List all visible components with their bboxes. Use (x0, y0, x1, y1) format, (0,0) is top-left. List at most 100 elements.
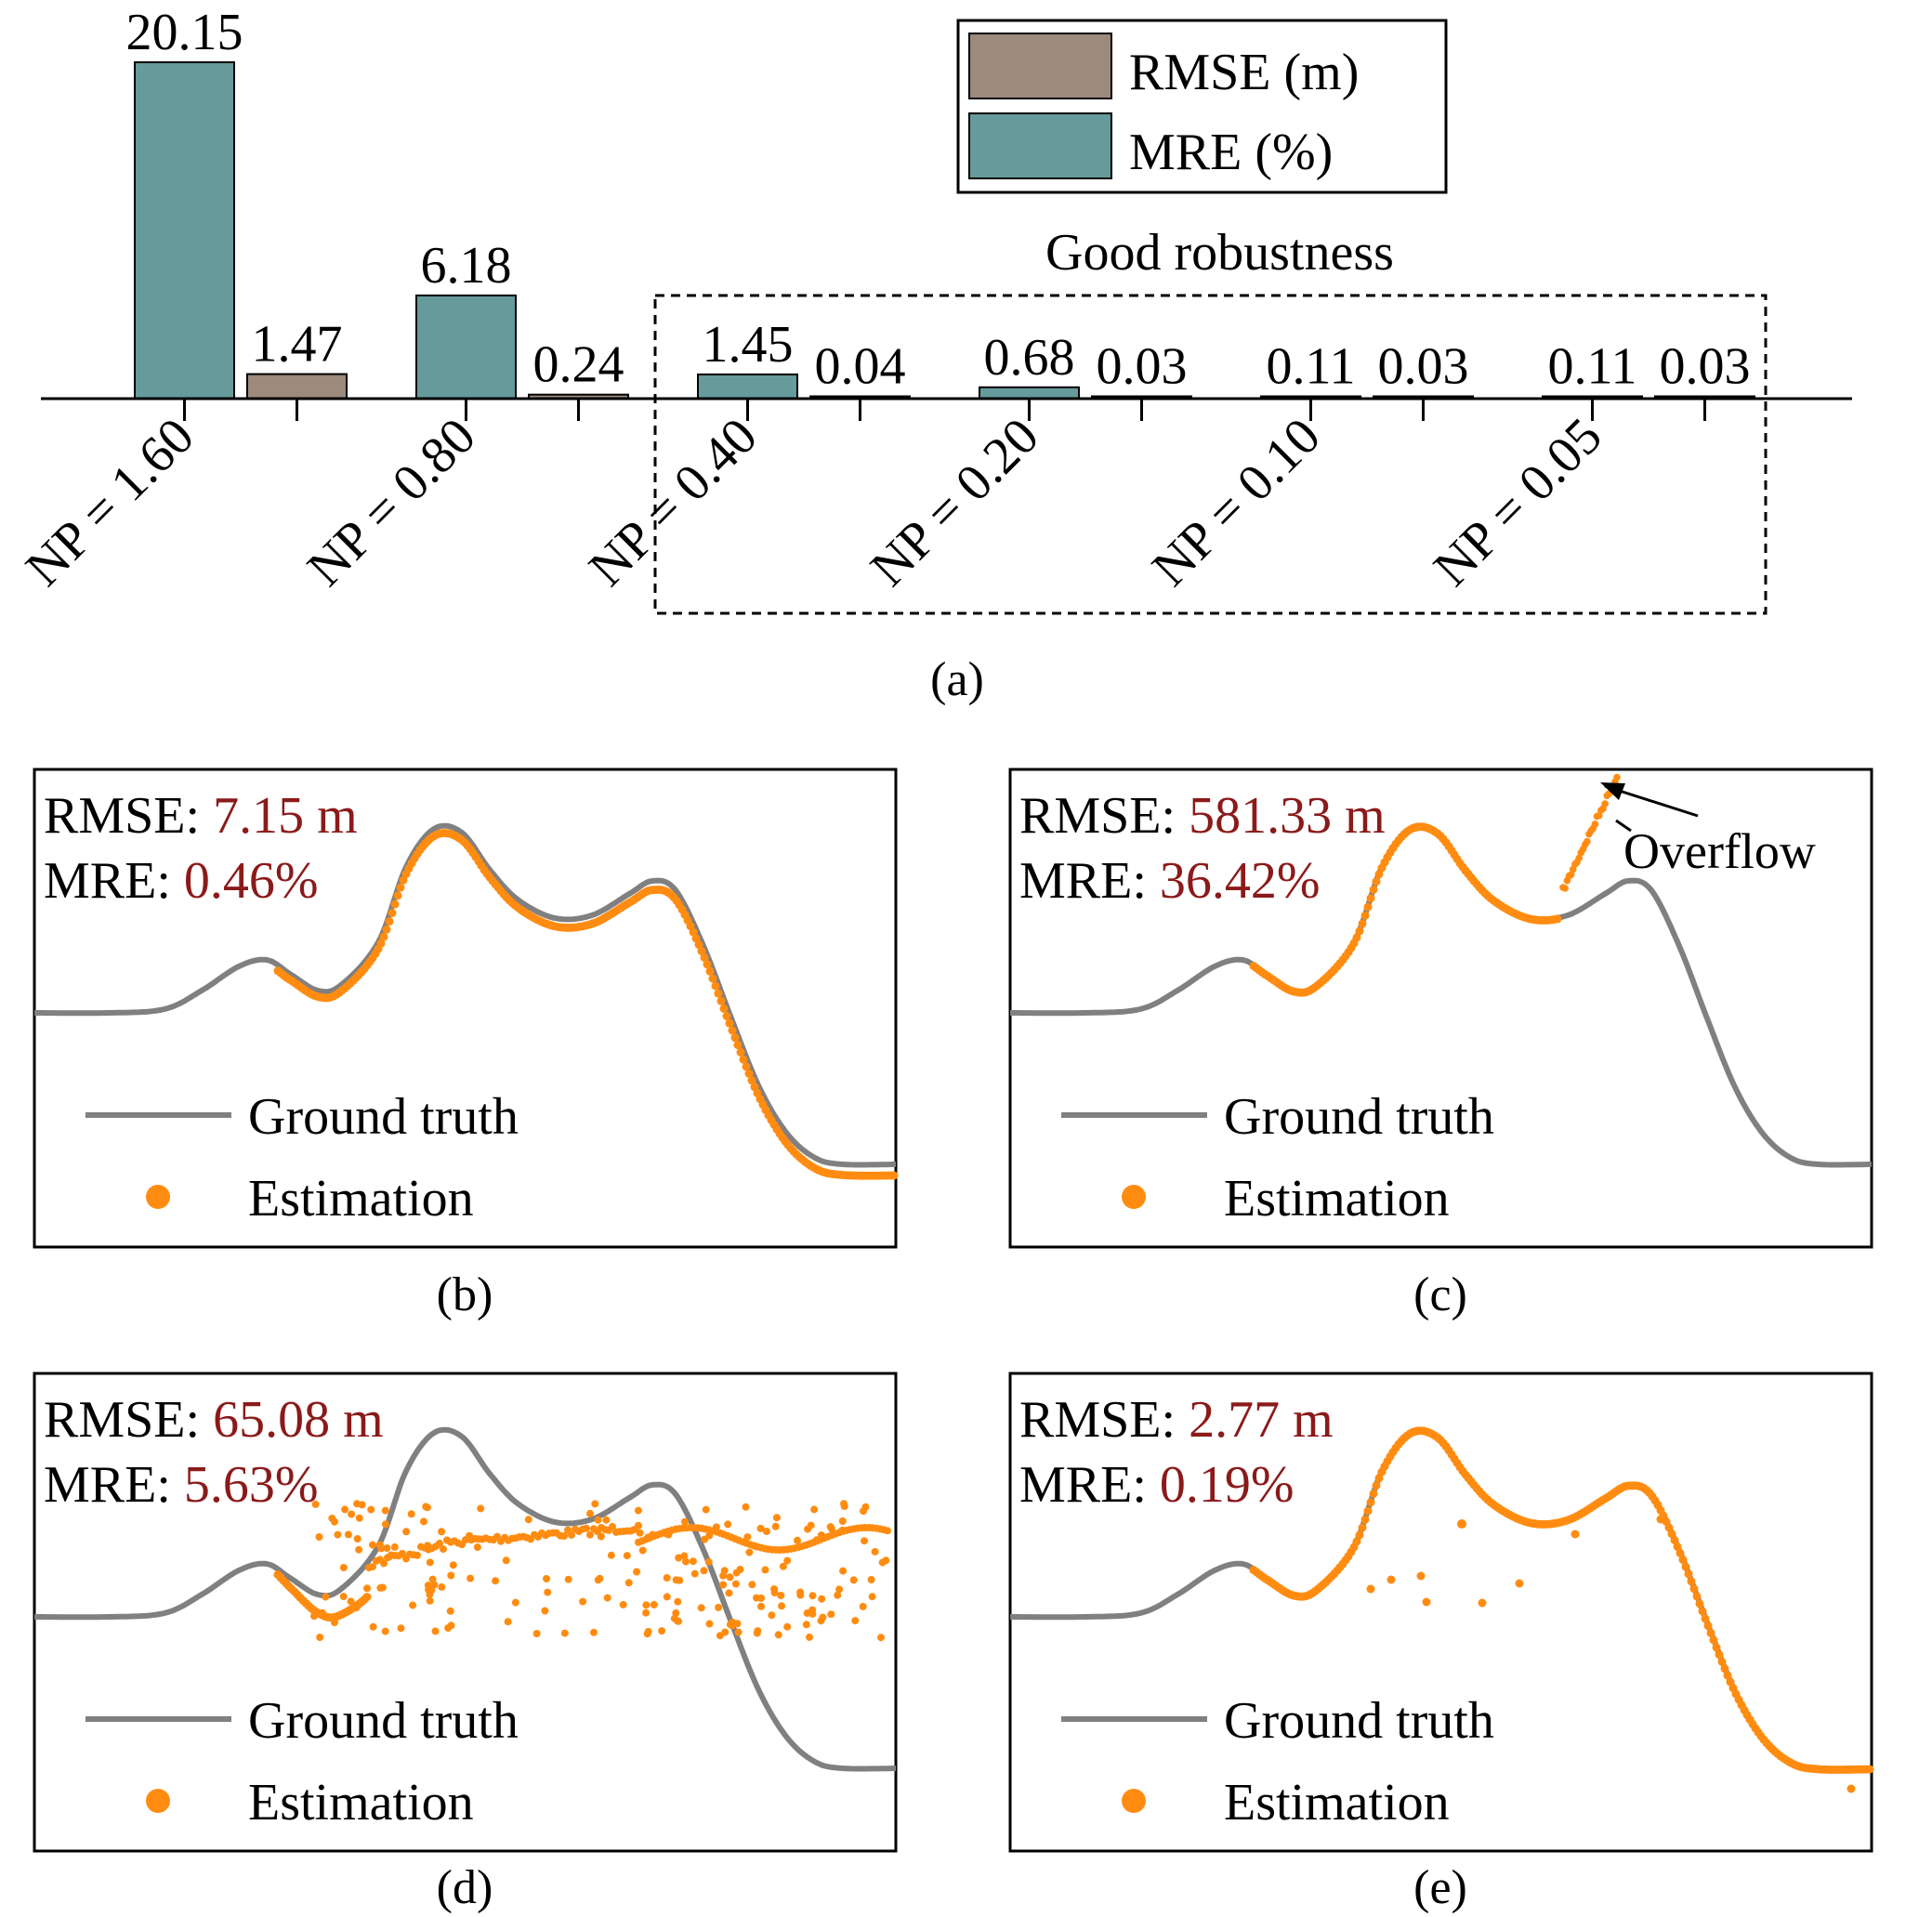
estimation-point (774, 1631, 782, 1639)
estimation-point (1701, 1614, 1710, 1623)
estimation-point (748, 1581, 756, 1589)
estimation-point (802, 1621, 810, 1629)
estimation-point (757, 1602, 765, 1610)
estimation-point (1422, 1597, 1431, 1607)
estimation-point (818, 1595, 826, 1603)
estimation-point (750, 1083, 759, 1092)
rmse-value-label: 0.04 (815, 338, 906, 396)
estimation-point (399, 875, 408, 885)
estimation-point (771, 1522, 780, 1530)
estimation-point (783, 1622, 792, 1631)
estimation-point (1865, 1765, 1874, 1774)
bar-chart-panel: 20.15 1.47 6.18 0.24 1.45 0.04 0.68 0.03 0.11 0.0… (15, 4, 1852, 706)
estimation-point (642, 1601, 651, 1609)
mre-bar (415, 294, 517, 400)
estimation-point (447, 1571, 455, 1580)
estimation-point (331, 1619, 338, 1627)
estimation-points (273, 1500, 891, 1642)
x-tick-labels: NP = 1.60 NP = 0.80 NP = 0.40 NP = 0.20 NP =… (15, 407, 1612, 597)
good-robustness-box (653, 294, 1768, 615)
estimation-point (447, 1622, 455, 1630)
line-panel-b: RMSE: 7.15 m MRE: 0.46% Ground truth Est… (33, 768, 899, 1321)
estimation-point (728, 1026, 737, 1035)
x-tick-label: NP = 0.05 (1423, 407, 1612, 597)
estimation-point (344, 1530, 352, 1539)
estimation-point (1667, 1530, 1676, 1539)
estimation-point (591, 1500, 599, 1508)
rmse-text: RMSE: 65.08 m (44, 1391, 384, 1449)
estimation-point (369, 1541, 376, 1549)
estimation-point (757, 1594, 765, 1602)
estimation-point (642, 1608, 651, 1617)
estimation-point (544, 1588, 552, 1596)
estimation-point (424, 1582, 432, 1590)
estimation-point (367, 1505, 375, 1514)
estimation-point (1369, 1489, 1378, 1498)
estimation-point (1692, 1592, 1702, 1601)
estimation-point (1715, 1650, 1724, 1660)
estimation-point (794, 1536, 801, 1544)
estimation-point (675, 1617, 683, 1625)
estimation-point (388, 909, 397, 917)
panel-label-b: (b) (437, 1268, 493, 1321)
estimation-point (1847, 1784, 1856, 1793)
legend-estimation: Estimation (1224, 1774, 1450, 1832)
estimation-point (703, 960, 712, 969)
estimation-point (402, 1528, 411, 1536)
panel-frame (33, 1372, 898, 1853)
estimation-point (1366, 1498, 1375, 1507)
mre-value-label: 6.18 (421, 237, 512, 295)
estimation-point (733, 1620, 742, 1628)
line-panel-c: RMSE: 581.33 m MRE: 36.42% Overflow Grou… (1008, 768, 1873, 1321)
rmse-text: RMSE: 581.33 m (1019, 787, 1386, 845)
mre-value-label: 0.11 (1548, 338, 1637, 396)
estimation-point (701, 1535, 709, 1543)
estimation-point (1561, 885, 1569, 892)
estimation-point (744, 1069, 754, 1078)
estimation-point (719, 1004, 729, 1013)
overflow-label: Overflow (1623, 823, 1816, 879)
x-tick-label: NP = 0.20 (860, 407, 1049, 597)
estimation-point (689, 1557, 697, 1566)
estimation-point (672, 1576, 680, 1584)
estimation-point (603, 1594, 611, 1602)
line-panel-e: RMSE: 2.77 m MRE: 0.19% Ground truth Est… (1008, 1372, 1874, 1914)
panel-label-d: (d) (437, 1861, 493, 1914)
mre-text: MRE: 0.46% (44, 852, 319, 910)
estimation-point (697, 947, 706, 956)
estimation-point (675, 1554, 683, 1562)
legend-point-swatch (146, 1185, 170, 1209)
estimation-point (424, 1542, 432, 1550)
estimation-point (1366, 1584, 1375, 1594)
estimation-point (382, 925, 391, 934)
estimation-point (586, 1509, 594, 1517)
estimation-point (722, 1012, 731, 1020)
rmse-value-label: 0.03 (1097, 338, 1188, 396)
estimation-point (390, 899, 400, 909)
mre-bar (697, 373, 798, 400)
estimation-point (446, 1607, 454, 1615)
panel-label-c: (c) (1413, 1268, 1467, 1321)
estimation-point (1681, 1562, 1690, 1571)
estimation-point (331, 1517, 338, 1526)
estimation-point (1515, 1579, 1524, 1588)
estimation-point (633, 1568, 641, 1576)
estimation-point (871, 1547, 879, 1556)
estimation-point (878, 1558, 887, 1567)
estimation-point (689, 927, 698, 937)
estimation-point (353, 1535, 361, 1543)
estimation-point (504, 1618, 512, 1626)
estimation-point (697, 1604, 705, 1612)
estimation-point (867, 1576, 875, 1583)
estimation-point (594, 1516, 602, 1524)
estimation-point (438, 1582, 446, 1591)
estimation-point (779, 1562, 787, 1570)
estimation-point (715, 1603, 723, 1611)
rmse-value-label: 0.03 (1660, 338, 1751, 396)
estimation-points (1249, 773, 1621, 997)
x-tick-label: NP = 0.80 (296, 407, 486, 597)
estimation-point (725, 1589, 733, 1597)
estimation-point (783, 1556, 792, 1565)
estimation-point (1387, 1575, 1396, 1584)
estimation-point (694, 940, 703, 950)
